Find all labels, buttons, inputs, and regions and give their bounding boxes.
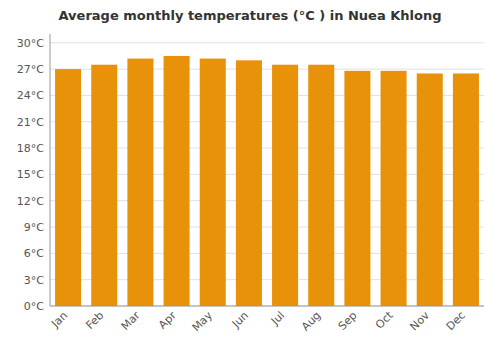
y-tick-label: 3°C	[24, 274, 44, 287]
bars	[55, 56, 479, 306]
y-grid	[50, 43, 484, 306]
x-tick-label: Feb	[83, 309, 106, 332]
bar	[417, 73, 443, 306]
bar	[200, 59, 226, 306]
x-tick-label: Jan	[48, 309, 70, 331]
y-tick-label: 18°C	[17, 142, 44, 155]
y-tick-label: 30°C	[17, 37, 44, 50]
y-tick-label: 27°C	[17, 63, 44, 76]
y-tick-label: 21°C	[17, 116, 44, 129]
y-tick-labels: 0°C 3°C 6°C 9°C 12°C 15°C 18°C 21°C 24°C 27°C 30°C	[17, 37, 44, 313]
x-axis-line	[50, 306, 484, 307]
y-axis-line	[50, 34, 51, 306]
x-tick-labels: Jan Feb Mar Apr May Jun Jul Aug Sep Oct Nov Dec	[48, 308, 468, 334]
y-tick-label: 9°C	[24, 221, 44, 234]
y-tick-label: 15°C	[17, 168, 44, 181]
y-tick-label: 0°C	[24, 300, 44, 313]
bar	[344, 71, 370, 306]
x-tick-label: Mar	[119, 309, 143, 333]
bar	[127, 59, 153, 306]
x-tick-label: Jun	[229, 309, 251, 331]
bar	[91, 65, 117, 306]
chart-title: Average monthly temperatures (°C ) in Nu…	[59, 8, 442, 23]
x-tick-label: Nov	[407, 309, 432, 334]
bar	[164, 56, 190, 306]
bar	[308, 65, 334, 306]
x-tick-label: Apr	[156, 309, 179, 332]
x-tick-label: May	[190, 309, 216, 335]
x-tick-label: Dec	[444, 309, 468, 333]
bar	[272, 65, 298, 306]
y-tick-label: 24°C	[17, 89, 44, 102]
grid-line	[50, 42, 484, 43]
chart-container: Average monthly temperatures (°C ) in Nu…	[0, 0, 500, 350]
y-tick-label: 12°C	[17, 195, 44, 208]
chart-svg: Average monthly temperatures (°C ) in Nu…	[0, 0, 500, 350]
bar	[236, 60, 262, 306]
x-tick-label: Aug	[299, 309, 323, 333]
bar	[55, 69, 81, 306]
x-tick-label: Jul	[268, 309, 287, 328]
x-tick-label: Sep	[336, 309, 360, 333]
x-tick-label: Oct	[373, 308, 396, 331]
bar	[453, 73, 479, 306]
y-tick-label: 6°C	[24, 247, 44, 260]
bar	[381, 71, 407, 306]
grid-line	[50, 306, 484, 307]
